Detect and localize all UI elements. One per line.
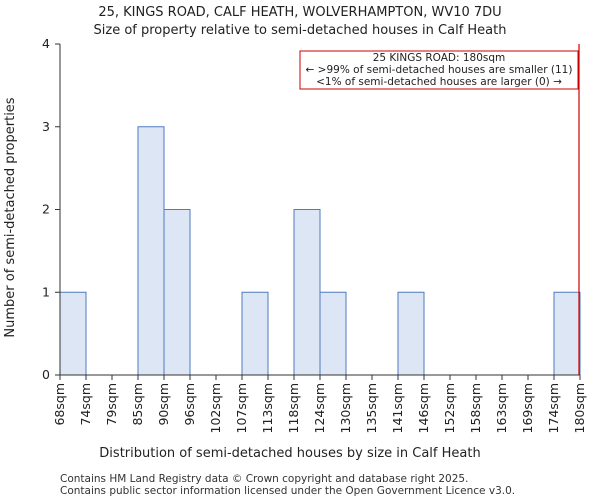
x-tick-label: 169sqm — [520, 383, 535, 433]
y-tick-label: 4 — [42, 36, 50, 51]
x-tick-label: 174sqm — [546, 383, 561, 433]
bar-174sqm — [553, 291, 581, 376]
annotation-line-1: 25 KINGS ROAD: 180sqm — [373, 52, 506, 64]
chart-subtitle: Size of property relative to semi-detach… — [93, 23, 507, 38]
bar-141sqm — [397, 291, 425, 376]
x-tick-label: 113sqm — [260, 383, 275, 433]
x-tick-label: 180sqm — [572, 383, 587, 433]
annotation-box: 25 KINGS ROAD: 180sqm ← >99% of semi-det… — [299, 50, 579, 90]
bar-90sqm — [163, 209, 191, 376]
x-tick-label: 68sqm — [52, 383, 67, 426]
x-tick-label: 158sqm — [468, 383, 483, 433]
bar-124sqm — [319, 291, 347, 376]
x-tick-label: 74sqm — [78, 383, 93, 426]
x-tick-label: 152sqm — [442, 383, 457, 433]
chart-title: 25, KINGS ROAD, CALF HEATH, WOLVERHAMPTO… — [98, 5, 502, 20]
x-tick-label: 90sqm — [156, 383, 171, 426]
x-tick-label: 85sqm — [130, 383, 145, 426]
x-tick-label: 118sqm — [286, 383, 301, 433]
bar-68sqm — [59, 291, 87, 376]
y-tick-label: 1 — [42, 284, 50, 299]
footer-line-1: Contains HM Land Registry data © Crown c… — [60, 473, 469, 485]
y-tick-label: 0 — [42, 367, 50, 382]
bar-85sqm — [137, 126, 165, 376]
annotation-line-2: ← >99% of semi-detached houses are small… — [306, 64, 573, 76]
x-tick-label: 107sqm — [234, 383, 249, 433]
y-axis-label: Number of semi-detached properties — [3, 97, 18, 337]
x-tick-label: 124sqm — [312, 383, 327, 433]
x-tick-label: 96sqm — [182, 383, 197, 426]
bar-118sqm — [293, 209, 321, 376]
x-tick-label: 146sqm — [416, 383, 431, 433]
bar-107sqm — [241, 291, 269, 376]
annotation-line-3: <1% of semi-detached houses are larger (… — [316, 76, 562, 88]
x-tick-label: 130sqm — [338, 383, 353, 433]
x-tick-label: 102sqm — [208, 383, 223, 433]
footer-line-2: Contains public sector information licen… — [60, 485, 516, 497]
x-tick-label: 135sqm — [364, 383, 379, 433]
y-tick-label: 3 — [42, 119, 50, 134]
x-tick-label: 79sqm — [104, 383, 119, 426]
x-tick-label: 141sqm — [390, 383, 405, 433]
y-tick-label: 2 — [42, 202, 50, 217]
x-axis-label: Distribution of semi-detached houses by … — [99, 446, 480, 461]
x-tick-label: 163sqm — [494, 383, 509, 433]
